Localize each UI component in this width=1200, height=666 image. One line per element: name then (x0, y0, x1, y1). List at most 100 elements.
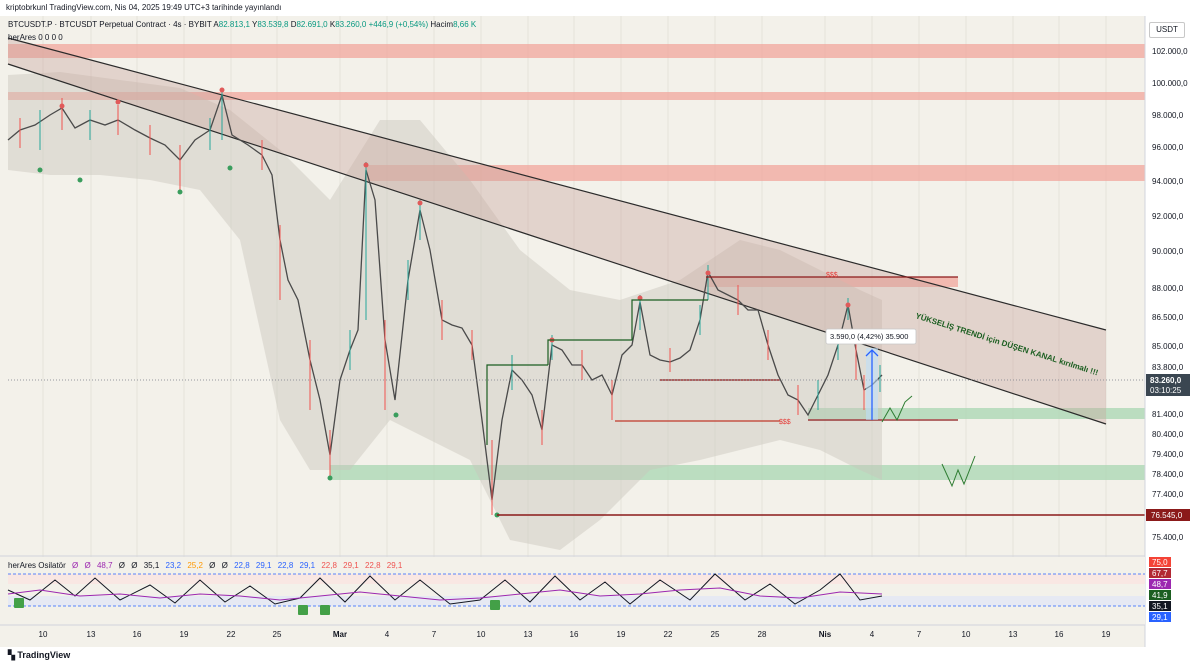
grid-lines (42, 16, 1107, 625)
open-label: A (213, 20, 219, 29)
indicator-params: 0 0 0 0 (38, 33, 63, 42)
osc-value: 23,2 (165, 561, 182, 570)
osc-value: Ø (221, 561, 228, 570)
osc-axis-label: 35,1 (1152, 602, 1168, 611)
time-tick: 7 (917, 630, 922, 639)
indicator-name: herAres (8, 33, 37, 42)
price-tick: 88.000,0 (1152, 284, 1184, 293)
resistance-zone-88k (706, 277, 958, 287)
open-value: 82.813,1 (218, 20, 250, 29)
osc-axis-label: 48,7 (1152, 580, 1168, 589)
high-value: 83.539,8 (257, 20, 289, 29)
time-tick: 19 (617, 630, 626, 639)
tradingview-icon: ▚ (8, 650, 18, 660)
price-tick: 83.800,0 (1152, 363, 1184, 372)
tradingview-logo[interactable]: ▚ TradingView (8, 650, 70, 661)
high-label: Y (251, 20, 258, 29)
price-tick: 102.000,0 (1152, 47, 1188, 56)
osc-value: 22,8 (277, 561, 294, 570)
time-tick: 13 (1009, 630, 1018, 639)
osc-value: 35,1 (143, 561, 160, 570)
oscillator-legend[interactable]: herAres Osilatör Ø Ø 48,7 Ø Ø 35,1 23,2 … (8, 561, 406, 570)
price-tick: 94.000,0 (1152, 177, 1184, 186)
oscillator-pane (0, 557, 1145, 625)
time-tick: 13 (524, 630, 533, 639)
resistance-zone-94k (366, 165, 1145, 181)
change-value: +446,9 (+0,54%) (368, 20, 429, 29)
symbol-info: BTCUSDT.P · BTCUSDT Perpetual Contract ·… (8, 20, 476, 29)
price-tick: 77.400,0 (1152, 490, 1184, 499)
currency-button[interactable]: USDT (1149, 22, 1185, 38)
projection-path-1 (881, 395, 913, 423)
publish-caption: kriptobrkunl TradingView.com, Nis 04, 20… (0, 0, 1200, 16)
symbol-title[interactable]: BTCUSDT.P · BTCUSDT Perpetual Contract ·… (8, 20, 212, 29)
volume-value: 8,66 K (453, 20, 477, 29)
support-zone-81k (808, 408, 1145, 419)
volatility-band (8, 72, 882, 550)
time-tick: 16 (133, 630, 142, 639)
resistance-zone-102k (8, 44, 1145, 58)
brand-name: TradingView (17, 650, 71, 660)
osc-value: Ø (72, 561, 79, 570)
osc-value: 22,8 (321, 561, 337, 570)
time-tick: 4 (385, 630, 390, 639)
price-tick: 86.500,0 (1152, 313, 1184, 322)
osc-axis-label: 29,1 (1152, 613, 1168, 622)
time-tick: 25 (711, 630, 720, 639)
oscillator-line (7, 573, 883, 605)
low-value: 82.691,0 (296, 20, 328, 29)
resistance-zone-100k (8, 92, 1145, 100)
time-tick: 25 (273, 630, 282, 639)
measure-label: 3.590,0 (4,42%) 35.900 (830, 332, 908, 341)
time-tick: 22 (227, 630, 236, 639)
price-tick: 85.000,0 (1152, 342, 1184, 351)
price-tick: 100.000,0 (1152, 79, 1188, 88)
footer-bar (0, 647, 1200, 666)
indicator-legend[interactable]: herAres 0 0 0 0 (8, 33, 63, 42)
oscillator-signal-line (7, 587, 883, 601)
time-tick: Nis (819, 630, 832, 639)
time-tick: Mar (333, 630, 347, 639)
time-tick: 28 (758, 630, 767, 639)
price-tick: 78.400,0 (1152, 470, 1184, 479)
close-value: 83.260,0 (335, 20, 367, 29)
countdown-label: 03:10:25 (1150, 386, 1182, 395)
oscillator-name: herAres Osilatör (8, 561, 66, 570)
osc-axis-label: 75,0 (1152, 558, 1168, 567)
price-tick: 75.400,0 (1152, 533, 1184, 542)
osc-value: 25,2 (187, 561, 203, 570)
osc-value: Ø (84, 561, 91, 570)
osc-value: 29,1 (343, 561, 359, 570)
time-tick: 4 (870, 630, 875, 639)
channel-lower-line (7, 63, 1107, 425)
time-tick: 16 (1055, 630, 1064, 639)
time-tick: 10 (477, 630, 486, 639)
time-tick: 10 (962, 630, 971, 639)
price-tick: 92.000,0 (1152, 212, 1184, 221)
price-tick: 90.000,0 (1152, 247, 1184, 256)
time-axis-labels: 10 13 16 19 22 25 Mar 4 7 10 13 16 19 22… (39, 630, 1111, 639)
time-tick: 7 (432, 630, 437, 639)
osc-value: Ø (131, 561, 138, 570)
osc-value: 29,1 (255, 561, 272, 570)
price-tick: 96.000,0 (1152, 143, 1184, 152)
price-line (7, 92, 883, 501)
price-tick: 79.400,0 (1152, 450, 1184, 459)
price-tick: 80.400,0 (1152, 430, 1184, 439)
osc-value: 22,8 (234, 561, 250, 570)
descending-channel-fill (8, 38, 1106, 424)
current-price-label: 83.260,0 (1150, 376, 1182, 385)
channel-upper-line (7, 37, 1107, 331)
projection-path-2 (941, 455, 976, 488)
time-tick: 13 (87, 630, 96, 639)
price-axis-labels: 102.000,0 100.000,0 98.000,0 96.000,0 94… (1152, 47, 1188, 542)
price-axis-bg (1145, 16, 1200, 647)
osc-value: Ø (209, 561, 216, 570)
marker-price-label: 76.545,0 (1151, 511, 1183, 520)
osc-value: 22,8 (364, 561, 381, 570)
liquidity-high-label: $$$ (826, 272, 838, 279)
liquidity-low-label: $$$ (779, 419, 791, 426)
price-tick: 81.400,0 (1152, 410, 1184, 419)
price-tick: 98.000,0 (1152, 111, 1184, 120)
